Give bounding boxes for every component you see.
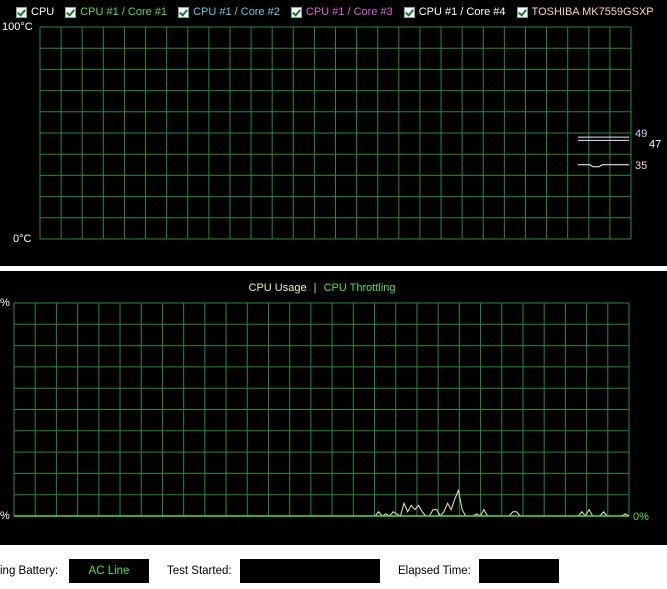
usage-graph: 0% [13,302,649,523]
temperature-value-label: 47 [649,138,661,150]
temperature-series-line [578,164,629,168]
legend-item-disk[interactable]: TOSHIBA MK7559GSXP [516,6,654,18]
divider [0,266,667,271]
checkbox-icon[interactable] [516,6,528,18]
checkbox-icon[interactable] [290,6,302,18]
temperature-value-label: 49 [635,128,647,140]
cpu-throttling-legend: CPU Throttling [323,282,396,294]
battery-label: ing Battery: [0,565,59,577]
legend-item-core2[interactable]: CPU #1 / Core #2 [178,6,280,18]
legend-item-core4[interactable]: CPU #1 / Core #4 [403,6,506,18]
temperature-value-label: 35 [635,160,647,172]
test-started-label: Test Started: [167,565,232,577]
status-footer: ing Battery: AC Line Test Started: Elaps… [0,545,667,589]
usage-y-min-label: % [0,510,10,522]
checkbox-icon[interactable] [178,6,190,18]
legend-label: CPU [31,6,55,18]
legend-item-cpu[interactable]: CPU [16,6,54,18]
legend-label: CPU #1 / Core #2 [193,6,280,18]
legend-label: CPU #1 / Core #4 [418,6,506,18]
elapsed-time-value [479,559,559,583]
temp-y-min-label: 0°C [13,233,32,245]
usage-y-max-label: % [0,297,10,309]
temp-y-max-label: 100°C [2,21,33,33]
legend-label: CPU #1 / Core #1 [80,6,168,18]
sensor-legend: CPU CPU #1 / Core #1 CPU #1 / Core #2 CP… [16,4,654,20]
checkbox-icon[interactable] [65,6,77,18]
legend-item-core1[interactable]: CPU #1 / Core #1 [65,6,167,18]
legend-item-core3[interactable]: CPU #1 / Core #3 [290,6,393,18]
throttling-value-label: 0% [633,511,649,523]
elapsed-time-label: Elapsed Time: [398,565,471,577]
legend-label: TOSHIBA MK7559GSXP [531,6,654,18]
cpu-usage-legend: CPU Usage [248,282,307,294]
checkbox-icon[interactable] [16,6,27,18]
battery-value: AC Line [69,559,149,583]
legend-separator: | [313,282,317,294]
usage-chart-legend: CPU Usage | CPU Throttling [0,282,644,294]
test-started-value [240,559,380,583]
legend-label: CPU #1 / Core #3 [305,6,393,18]
checkbox-icon[interactable] [403,6,415,18]
